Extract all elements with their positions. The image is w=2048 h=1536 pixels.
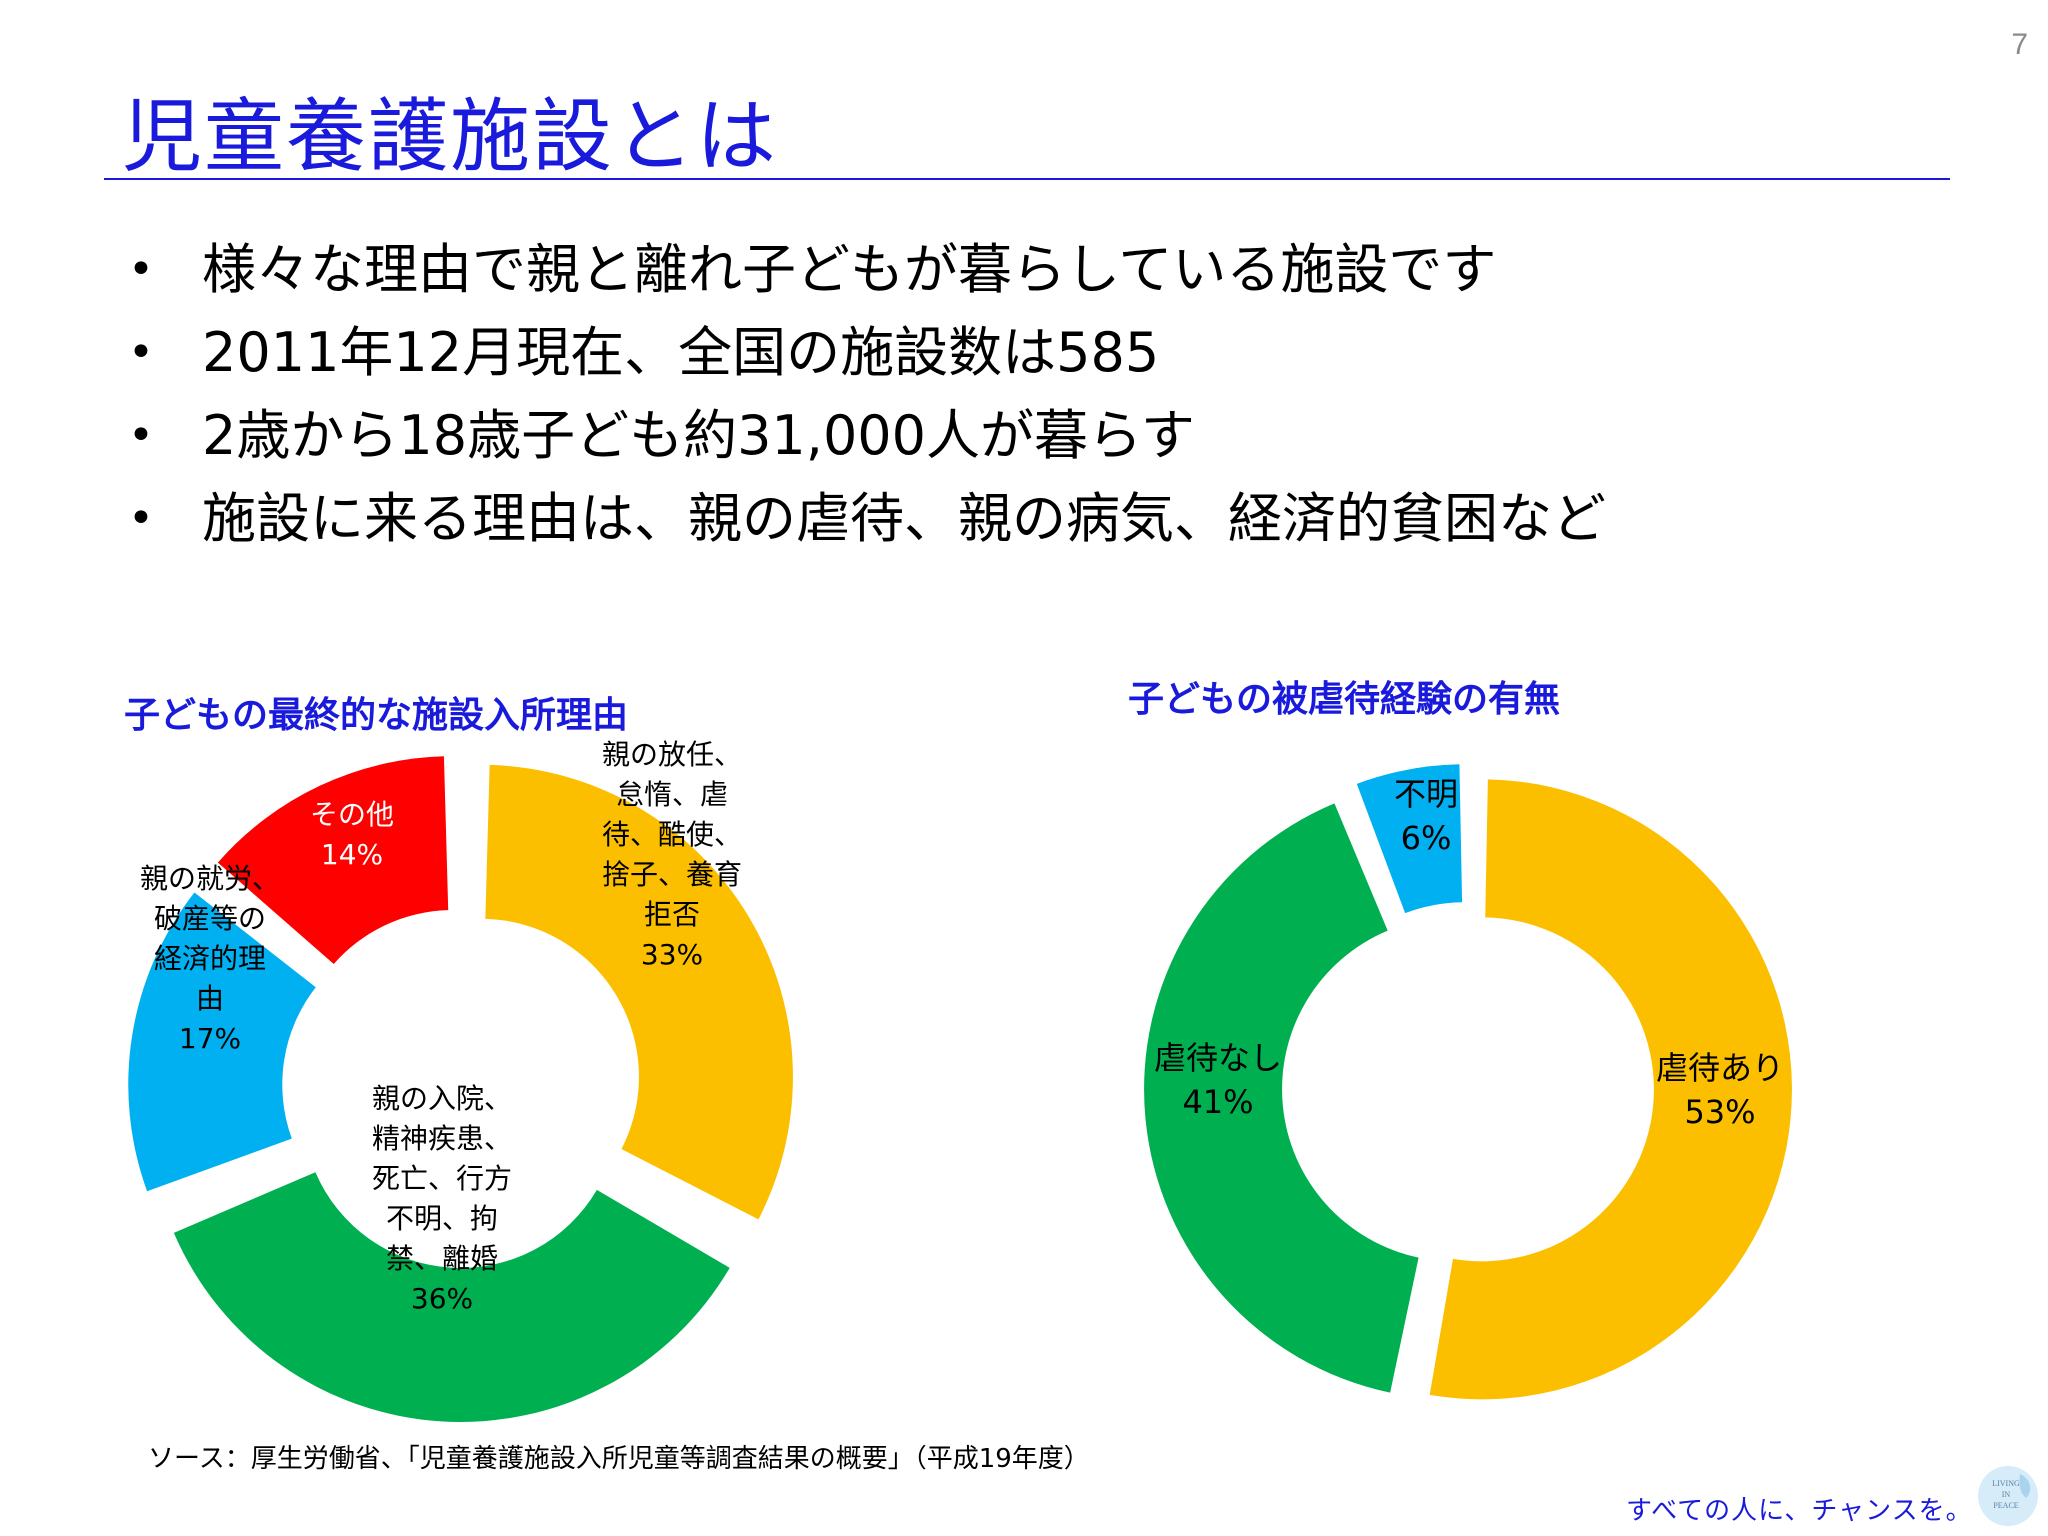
page-number: 7 — [2011, 28, 2028, 61]
bullet-text: 2011年12月現在、全国の施設数は585 — [202, 321, 1160, 384]
donut-segment — [1429, 779, 1792, 1400]
logo-text-line: PEACE — [1993, 1501, 2018, 1510]
segment-value-label: 33% — [641, 938, 703, 971]
segment-value-label: 41% — [1182, 1083, 1253, 1121]
donut-segment — [1356, 764, 1463, 914]
logo-text-line: IN — [2002, 1490, 2011, 1499]
segment-value-label: 17% — [179, 1022, 241, 1055]
footer-tagline: すべての人に、チャンスを。 — [1626, 1496, 1973, 1526]
donut-segment — [217, 756, 449, 965]
title-divider — [104, 178, 1950, 180]
bullet-item: • 2歳から18歳子ども約31,000人が暮らす — [120, 404, 1606, 487]
segment-category-label: 虐待あり — [1656, 1049, 1784, 1087]
segment-category-label: 拒否 — [644, 898, 700, 931]
donut-segment — [128, 892, 316, 1192]
bullet-text: 2歳から18歳子ども約31,000人が暮らす — [202, 404, 1195, 467]
bullet-item: • 2011年12月現在、全国の施設数は585 — [120, 321, 1606, 404]
segment-category-label: 親の放任、 — [602, 738, 742, 771]
logo-text-line: LIVING — [1992, 1479, 2020, 1488]
segment-category-label: 怠惰、虐 — [616, 778, 728, 811]
segment-value-label: 53% — [1684, 1093, 1755, 1131]
segment-category-label: 不明、拘 — [386, 1202, 498, 1235]
segment-category-label: その他 — [310, 798, 394, 831]
segment-category-label: 親の入院、 — [372, 1082, 512, 1115]
bullet-text: 施設に来る理由は、親の虐待、親の病気、経済的貧困など — [202, 487, 1606, 550]
segment-value-label: 36% — [411, 1282, 473, 1315]
donut-segment — [173, 1172, 730, 1422]
bullet-symbol: • — [128, 410, 154, 461]
living-in-peace-logo: LIVING IN PEACE — [1978, 1466, 2038, 1526]
segment-category-label: 精神疾患、 — [372, 1122, 512, 1155]
segment-category-label: 死亡、行方 — [372, 1162, 512, 1195]
donut-segment — [485, 764, 793, 1220]
chart-title: 子どもの被虐待経験の有無 — [1128, 679, 1561, 720]
segment-category-label: 待、酷使、 — [602, 818, 742, 851]
segment-category-label: 経済的理 — [154, 942, 266, 975]
segment-category-label: 禁、離婚 — [386, 1242, 498, 1275]
chart-title: 子どもの最終的な施設入所理由 — [124, 695, 629, 736]
segment-category-label: 虐待なし — [1154, 1039, 1282, 1077]
page-title: 児童養護施設とは — [122, 90, 778, 183]
bullet-symbol: • — [128, 244, 154, 295]
bullet-list: • 様々な理由で親と離れ子どもが暮らしている施設です • 2011年12月現在、全国… — [120, 238, 1606, 570]
source-note: ソース：厚生労働省、「児童養護施設入所児童等調査結果の概要」（平成19年度） — [148, 1444, 1090, 1474]
bullet-symbol: • — [128, 493, 154, 544]
bullet-item: • 施設に来る理由は、親の虐待、親の病気、経済的貧困など — [120, 487, 1606, 570]
segment-category-label: 不明 — [1394, 775, 1458, 813]
bullet-symbol: • — [128, 327, 154, 378]
bullet-item: • 様々な理由で親と離れ子どもが暮らしている施設です — [120, 238, 1606, 321]
bullet-text: 様々な理由で親と離れ子どもが暮らしている施設です — [202, 238, 1497, 301]
segment-category-label: 由 — [196, 982, 224, 1015]
segment-category-label: 親の就労、 — [140, 862, 280, 895]
segment-category-label: 捨子、養育 — [602, 858, 742, 891]
donut-chart-2: 虐待あり 53% 虐待なし 41% 不明 6% — [1144, 764, 1792, 1400]
segment-value-label: 6% — [1401, 819, 1452, 857]
donut-segment — [1144, 803, 1419, 1393]
segment-category-label: 破産等の — [154, 902, 266, 935]
segment-value-label: 14% — [321, 838, 383, 871]
